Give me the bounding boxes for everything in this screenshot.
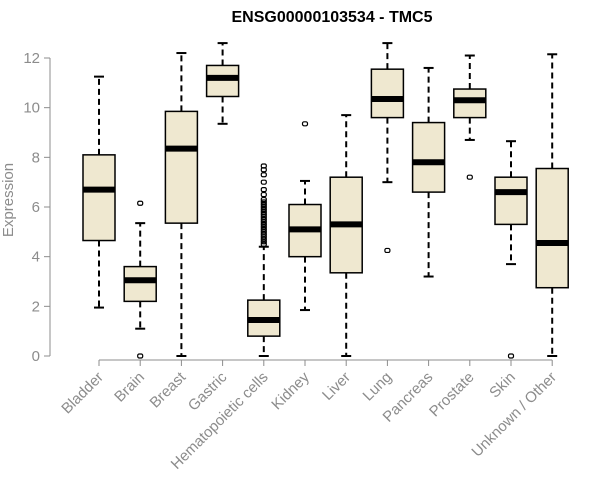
outlier-point xyxy=(260,179,267,185)
y-tick-label: 4 xyxy=(32,249,40,266)
box-prostate xyxy=(453,54,487,180)
x-tick-label: Liver xyxy=(319,369,354,404)
box-bladder xyxy=(82,75,116,309)
outlier-point xyxy=(137,353,144,359)
box-breast xyxy=(164,52,199,357)
outlier-point xyxy=(260,226,267,232)
outlier-point xyxy=(260,219,267,225)
outlier-point xyxy=(260,239,267,245)
box-lung xyxy=(370,42,405,254)
chart-title: ENSG00000103534 - TMC5 xyxy=(232,9,433,26)
x-tick-label: Brain xyxy=(111,369,148,406)
box-iqr xyxy=(82,154,116,242)
outlier-point xyxy=(260,191,267,198)
outlier-point xyxy=(384,247,391,254)
outlier-point xyxy=(260,221,267,227)
boxes xyxy=(82,42,569,359)
outlier-point xyxy=(301,121,309,127)
outlier-point xyxy=(260,234,267,240)
outlier-point xyxy=(260,236,267,242)
x-tick-label: Kidney xyxy=(268,368,313,413)
box-unknown-other xyxy=(535,53,569,357)
outlier-point xyxy=(260,224,267,230)
outlier-point xyxy=(260,211,267,218)
box-iqr xyxy=(494,176,528,226)
box-iqr xyxy=(123,265,157,303)
x-tick-label: Skin xyxy=(486,369,519,402)
y-axis: 0 2 4 6 8 10 12 xyxy=(23,50,51,365)
box-iqr xyxy=(453,88,487,119)
outlier-point xyxy=(260,199,267,205)
box-iqr xyxy=(535,167,569,289)
outlier-point xyxy=(466,174,473,180)
outlier-point xyxy=(260,231,267,237)
box-iqr xyxy=(205,64,240,98)
box-hematopoietic-cells xyxy=(247,163,281,357)
box-iqr xyxy=(370,68,405,119)
box-pancreas xyxy=(411,66,446,278)
y-tick-label: 10 xyxy=(23,100,40,117)
y-tick-label: 8 xyxy=(32,149,40,166)
y-tick-label: 0 xyxy=(32,348,40,365)
box-iqr xyxy=(411,121,446,193)
box-skin xyxy=(494,140,528,359)
outlier-point xyxy=(260,206,267,213)
y-axis-label: Expression xyxy=(0,163,17,237)
outlier-point xyxy=(260,229,267,235)
outlier-point xyxy=(260,163,267,169)
outlier-point xyxy=(260,204,267,210)
outlier-point xyxy=(507,353,515,359)
outlier-point xyxy=(137,200,144,206)
outlier-point xyxy=(260,214,267,220)
outlier-point xyxy=(260,196,267,203)
box-iqr xyxy=(164,110,199,224)
x-tick-label: Bladder xyxy=(58,369,107,418)
outlier-point xyxy=(260,209,267,215)
box-liver xyxy=(329,114,363,357)
y-tick-label: 12 xyxy=(23,50,40,67)
outlier-point xyxy=(260,241,267,247)
outlier-point xyxy=(260,187,267,193)
x-tick-label: Prostate xyxy=(426,369,478,421)
y-tick-label: 6 xyxy=(32,199,40,216)
outlier-point xyxy=(260,216,267,223)
box-kidney xyxy=(288,121,322,312)
box-gastric xyxy=(205,42,240,125)
y-tick-label: 2 xyxy=(32,298,40,315)
box-brain xyxy=(123,200,157,359)
x-tick-label: Breast xyxy=(147,368,190,411)
outlier-point xyxy=(260,172,267,178)
x-tick-label: Lung xyxy=(360,369,396,405)
outlier-point xyxy=(260,201,267,208)
